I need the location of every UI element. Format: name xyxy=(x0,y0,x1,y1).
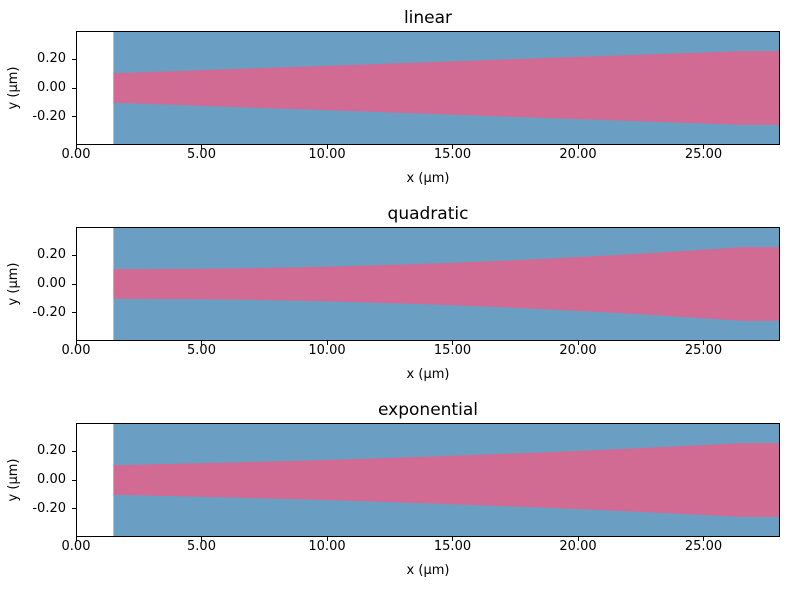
x-tick-mark xyxy=(577,145,579,149)
x-tick-mark xyxy=(201,341,202,345)
y-tick-label: -0.20 xyxy=(32,500,66,516)
y-tick-mark xyxy=(72,479,76,481)
x-tick-label: 5.00 xyxy=(187,147,216,162)
x-tick-label: 10.00 xyxy=(308,147,346,162)
axes-frame xyxy=(76,31,780,145)
chart-svg xyxy=(76,31,780,145)
axes-frame xyxy=(76,423,780,537)
y-tick-label: 0.20 xyxy=(37,443,66,459)
y-tick-mark xyxy=(72,508,76,510)
x-tick-label: 5.00 xyxy=(187,343,216,358)
y-tick-mark xyxy=(72,116,76,118)
x-tick-label: 20.00 xyxy=(559,539,597,554)
subplot-exponential: exponential y (μm) x (μm) 0.00 5.00 10.00 1… xyxy=(0,400,790,578)
x-tick-mark xyxy=(703,341,704,345)
subplot-linear: linear y (μm) x (μm) 0.00 5.00 10.00 15.00 2… xyxy=(0,8,790,186)
x-tick-mark xyxy=(201,537,202,541)
x-tick-label: 25.00 xyxy=(684,147,723,162)
subplot-title: exponential xyxy=(378,400,478,420)
y-tick-mark xyxy=(72,450,76,452)
x-tick-label: 25.00 xyxy=(684,539,723,554)
x-tick-label: 20.00 xyxy=(559,147,597,162)
y-tick-label: -0.20 xyxy=(32,108,66,124)
x-tick-mark xyxy=(326,537,328,541)
y-tick-mark xyxy=(72,58,76,60)
x-tick-label: 0.00 xyxy=(61,343,91,358)
subplot-title: quadratic xyxy=(387,204,469,224)
x-tick-mark xyxy=(703,537,704,541)
x-tick-mark xyxy=(703,145,704,149)
y-tick-mark xyxy=(72,312,76,314)
y-tick-label: 0.00 xyxy=(37,276,66,291)
x-tick-label: 10.00 xyxy=(308,343,346,358)
x-tick-mark xyxy=(452,145,453,149)
x-tick-label: 10.00 xyxy=(308,539,346,554)
chart-svg xyxy=(76,423,780,537)
x-tick-mark xyxy=(452,537,453,541)
x-tick-label: 0.00 xyxy=(61,539,91,554)
y-tick-mark xyxy=(72,283,76,285)
x-tick-mark xyxy=(75,341,77,345)
x-tick-label: 15.00 xyxy=(433,539,472,554)
plot-area xyxy=(76,227,780,341)
y-tick-label: 0.00 xyxy=(37,472,66,487)
core-taper-shape xyxy=(113,247,780,321)
x-axis-label: x (μm) xyxy=(406,563,450,578)
x-tick-mark xyxy=(326,341,328,345)
x-tick-mark xyxy=(75,145,77,149)
y-tick-label: 0.20 xyxy=(37,51,66,67)
x-tick-label: 5.00 xyxy=(187,539,216,554)
core-taper-shape xyxy=(113,51,780,125)
chart-svg xyxy=(76,227,780,341)
plot-area xyxy=(76,31,780,145)
y-tick-label: 0.20 xyxy=(37,247,66,263)
x-tick-label: 25.00 xyxy=(684,343,723,358)
x-tick-mark xyxy=(326,145,328,149)
x-tick-mark xyxy=(201,145,202,149)
y-tick-label: -0.20 xyxy=(32,304,66,320)
plot-area xyxy=(76,423,780,537)
x-tick-label: 20.00 xyxy=(559,343,597,358)
x-axis-label: x (μm) xyxy=(406,367,450,382)
x-tick-label: 15.00 xyxy=(433,147,472,162)
y-tick-mark xyxy=(72,254,76,256)
x-tick-mark xyxy=(577,537,579,541)
subplot-quadratic: quadratic y (μm) x (μm) 0.00 5.00 10.00 15.… xyxy=(0,204,790,382)
y-tick-mark xyxy=(72,87,76,89)
y-tick-label: 0.00 xyxy=(37,80,66,95)
x-tick-mark xyxy=(452,341,453,345)
x-tick-label: 15.00 xyxy=(433,343,472,358)
axes-frame xyxy=(76,227,780,341)
subplot-title: linear xyxy=(403,8,453,28)
x-tick-mark xyxy=(577,341,579,345)
x-tick-label: 0.00 xyxy=(61,147,91,162)
x-axis-label: x (μm) xyxy=(406,171,450,186)
x-tick-mark xyxy=(75,537,77,541)
core-taper-shape xyxy=(113,443,780,517)
